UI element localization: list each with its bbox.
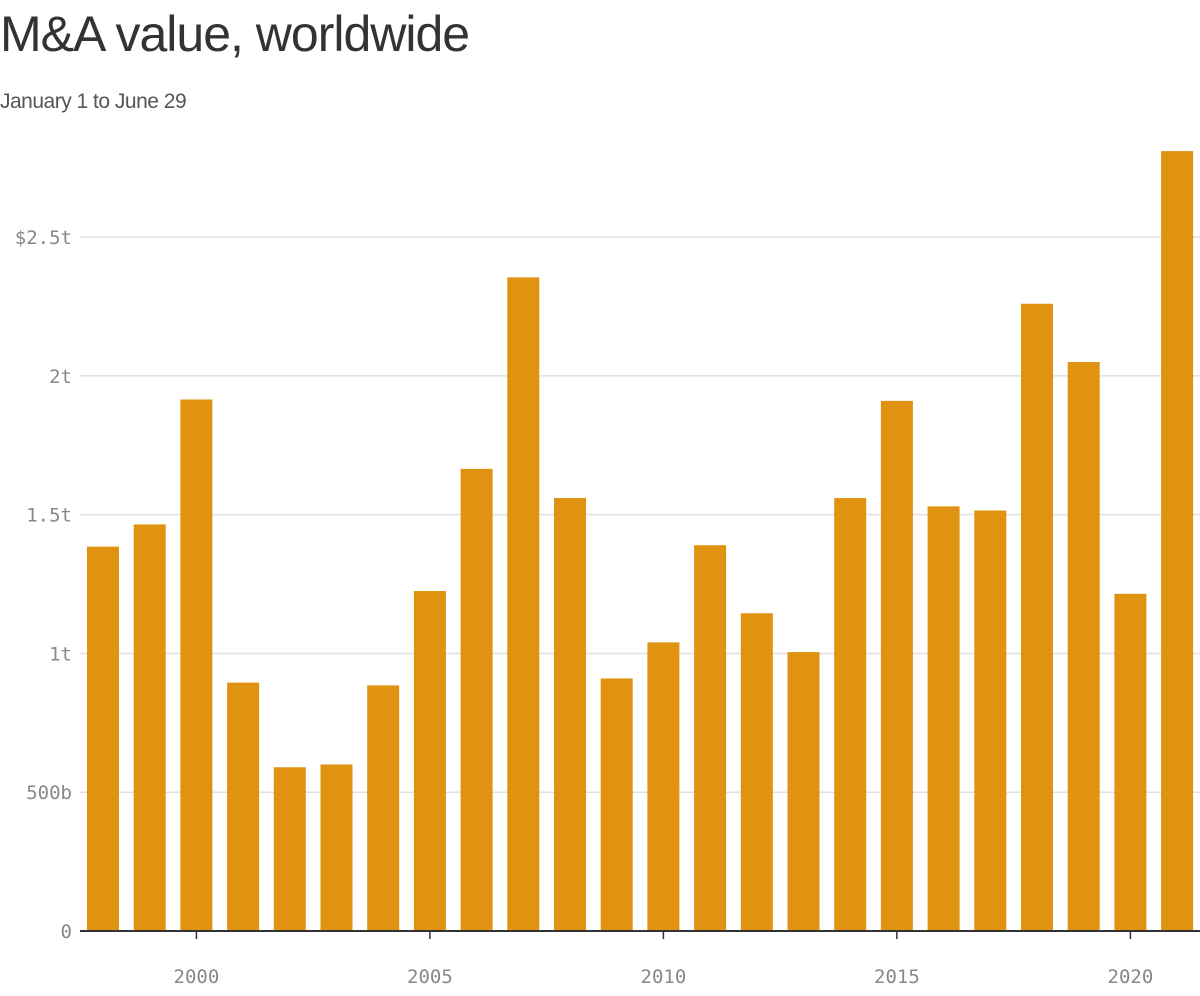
bar-2008	[554, 498, 586, 931]
bar-2021	[1161, 151, 1194, 932]
bar-2003	[320, 764, 353, 931]
bar-2015	[880, 400, 913, 931]
bar-2013	[787, 652, 820, 931]
axes: 0 500b 1t 1.5t 2t $2.5t 2000 2005 2010 2015 2020	[15, 227, 1200, 988]
bar-2012	[740, 613, 773, 931]
bar-2010	[647, 642, 680, 931]
bar-2014	[834, 498, 867, 931]
bar-2005	[413, 591, 446, 931]
y-tick-label: 500b	[26, 782, 72, 804]
bar-2011	[694, 545, 727, 931]
bar-2017	[974, 510, 1007, 931]
bar-2019	[1067, 362, 1100, 931]
x-tick-label: 2005	[407, 966, 453, 988]
x-tick-label: 2020	[1108, 966, 1154, 988]
y-tick-label: 0	[61, 921, 72, 943]
bar-2020	[1114, 593, 1147, 931]
y-tick-label: 1t	[49, 643, 72, 665]
bar-2002	[273, 767, 306, 931]
bar-2001	[227, 682, 260, 931]
y-tick-label: $2.5t	[15, 227, 72, 249]
x-tick-label: 2000	[174, 966, 220, 988]
chart-title: M&A value, worldwide	[0, 6, 470, 62]
x-tick-label: 2010	[641, 966, 687, 988]
bar-2007	[507, 277, 540, 931]
bar-1998	[87, 546, 119, 931]
bar-1999	[133, 524, 166, 931]
x-tick-label: 2015	[874, 966, 920, 988]
bar-2009	[600, 678, 633, 931]
bar-2000	[180, 399, 213, 931]
bar-2016	[927, 506, 960, 931]
y-tick-label: 1.5t	[26, 505, 72, 527]
y-tick-label: 2t	[49, 366, 72, 388]
chart-subtitle: January 1 to June 29	[0, 90, 187, 113]
gridlines	[80, 236, 1200, 793]
bar-2006	[460, 468, 493, 931]
bars	[87, 151, 1194, 932]
bar-2018	[1021, 303, 1053, 932]
bar-2004	[367, 685, 400, 931]
